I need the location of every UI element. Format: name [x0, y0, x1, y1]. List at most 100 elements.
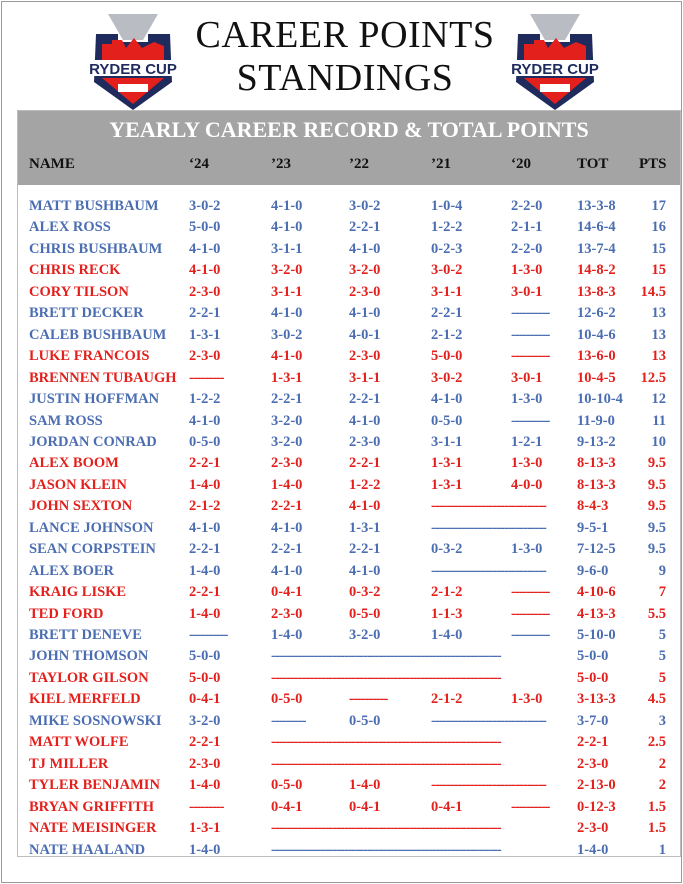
- year-record: 1-2-2: [349, 476, 381, 493]
- year-record: 4-1-0: [189, 412, 221, 429]
- year-record: 0-4-1: [349, 798, 381, 815]
- table-row: CHRIS RECK 4-1-0 3-2-0 3-2-0 3-0-2 1-3-0 14-8-…: [29, 262, 666, 279]
- year-record: 1-4-0: [271, 476, 303, 493]
- year-record: 3-0-2: [271, 326, 303, 343]
- table-row: NATE HAALAND 1-4-0 -----------------------…: [29, 842, 666, 859]
- player-name: NATE HAALAND: [29, 841, 146, 858]
- player-name: JOHN THOMSON: [29, 648, 149, 665]
- points: 2.5: [647, 734, 666, 751]
- year-record: 1-0-4: [431, 198, 463, 214]
- year-record: 1-3-1: [271, 369, 303, 386]
- year-record: 1-3-1: [431, 476, 463, 493]
- table-row: TJ MILLER 2-3-0 --------------------------…: [29, 756, 666, 773]
- total-record: 0-12-3: [577, 798, 616, 815]
- year-record: 0-5-0: [189, 433, 221, 450]
- table-row: TAYLOR GILSON 5-0-0 ----------------------…: [29, 670, 666, 687]
- year-record: 2-2-1: [271, 541, 303, 558]
- year-record: 3-0-2: [431, 369, 463, 386]
- year-record: 3-1-1: [349, 369, 381, 386]
- points: 9.5: [647, 476, 666, 493]
- year-record: 4-1-0: [189, 519, 221, 536]
- year-record: 3-2-0: [271, 412, 303, 429]
- year-record: 3-1-1: [271, 283, 303, 300]
- points: 16: [651, 219, 667, 236]
- player-name: ALEX BOOM: [29, 455, 119, 472]
- table-row: CALEB BUSHBAUM 1-3-1 3-0-2 4-0-1 2-1-2 ------…: [29, 327, 666, 344]
- points: 15: [651, 240, 667, 257]
- year-record: ----------: [511, 584, 550, 601]
- year-record: 0-3-2: [349, 584, 381, 601]
- year-record: 5-0-0: [431, 348, 463, 365]
- total-record: 5-0-0: [577, 669, 609, 686]
- table-row: JORDAN CONRAD 0-5-0 3-2-0 2-3-0 3-1-1 1-2-1 9-…: [29, 434, 666, 451]
- player-name: ALEX ROSS: [29, 219, 111, 236]
- year-record: 2-2-1: [189, 541, 221, 558]
- points: 9.5: [647, 541, 666, 558]
- year-record: 2-2-1: [349, 391, 381, 408]
- svg-text:RYDER CUP: RYDER CUP: [89, 61, 177, 78]
- points: 12.5: [640, 369, 666, 386]
- year-record: 4-1-0: [271, 348, 303, 365]
- year-record: ---------: [189, 369, 224, 386]
- table-row: SAM ROSS 4-1-0 3-2-0 4-1-0 0-5-0 ---------- 11…: [29, 413, 666, 430]
- total-record: 13-3-8: [577, 198, 616, 214]
- points: 13: [651, 348, 667, 365]
- player-name: KIEL MERFELD: [29, 691, 141, 708]
- year-record: 1-2-2: [431, 219, 463, 236]
- player-name: SEAN CORPSTEIN: [29, 541, 156, 558]
- year-record: ------------------------------: [431, 519, 547, 536]
- total-record: 7-12-5: [577, 541, 616, 558]
- total-record: 8-4-3: [577, 498, 609, 515]
- points: 15: [651, 262, 667, 279]
- table-row: TED FORD 1-4-0 2-3-0 0-5-0 1-1-3 ---------- 4-…: [29, 606, 666, 623]
- points: 9.5: [647, 455, 666, 472]
- year-record: ----------: [511, 305, 550, 322]
- year-record: 1-3-0: [511, 455, 543, 472]
- year-record: 4-1-0: [271, 519, 303, 536]
- player-name: ALEX BOER: [29, 562, 115, 579]
- year-record: 2-3-0: [189, 348, 221, 365]
- year-record: 3-1-1: [431, 283, 463, 300]
- points: 9.5: [647, 498, 666, 515]
- total-record: 3-13-3: [577, 691, 616, 708]
- year-record: 5-0-0: [189, 648, 221, 665]
- year-record: 2-2-1: [431, 305, 463, 322]
- player-name: BRETT DECKER: [29, 305, 144, 322]
- year-record: ----------------------------------------…: [271, 755, 502, 772]
- points: 2: [658, 777, 666, 794]
- year-record: 5-0-0: [189, 669, 221, 686]
- column-headers: NAME ‘24 ’23 ’22 ’21 ‘20 TOT PTS: [29, 156, 666, 173]
- table-row: KIEL MERFELD 0-4-1 0-5-0 ---------- 2-1-2 1-3…: [29, 691, 666, 708]
- year-record: 1-3-0: [511, 391, 543, 408]
- col-total: TOT: [577, 156, 609, 172]
- year-record: 4-1-0: [271, 198, 303, 214]
- total-record: 2-3-0: [577, 755, 609, 772]
- year-record: 2-1-1: [511, 219, 543, 236]
- year-record: 1-3-1: [349, 519, 381, 536]
- year-record: 4-1-0: [271, 219, 303, 236]
- year-record: 2-2-0: [511, 240, 543, 257]
- year-record: 2-1-2: [431, 326, 463, 343]
- year-record: 1-3-1: [189, 820, 221, 837]
- year-record: 2-3-0: [189, 755, 221, 772]
- points: 5: [658, 669, 666, 686]
- year-record: 2-2-1: [189, 305, 221, 322]
- points: 12: [651, 391, 667, 408]
- table-row: JOHN THOMSON 5-0-0 -----------------------…: [29, 648, 666, 665]
- year-record: ----------: [511, 798, 550, 815]
- year-record: 4-1-0: [189, 240, 221, 257]
- table-row: TYLER BENJAMIN 1-4-0 0-5-0 1-4-0 -----------…: [29, 777, 666, 794]
- table-row: ALEX BOER 1-4-0 4-1-0 4-1-0 ----------------…: [29, 563, 666, 580]
- year-record: 0-4-1: [189, 691, 221, 708]
- points: 2: [658, 755, 666, 772]
- year-record: 3-0-2: [349, 198, 381, 214]
- year-record: ----------------------------------------…: [271, 734, 502, 751]
- points: 9.5: [647, 519, 666, 536]
- table-row: JOHN SEXTON 2-1-2 2-2-1 4-1-0 --------------…: [29, 498, 666, 515]
- total-record: 10-10-4: [577, 391, 623, 408]
- year-record: ----------: [511, 326, 550, 343]
- year-record: 4-1-0: [349, 240, 381, 257]
- player-name: TED FORD: [29, 605, 104, 622]
- year-record: 4-1-0: [349, 498, 381, 515]
- table-row: CORY TILSON 2-3-0 3-1-1 2-3-0 3-1-1 3-0-1 13-8…: [29, 284, 666, 301]
